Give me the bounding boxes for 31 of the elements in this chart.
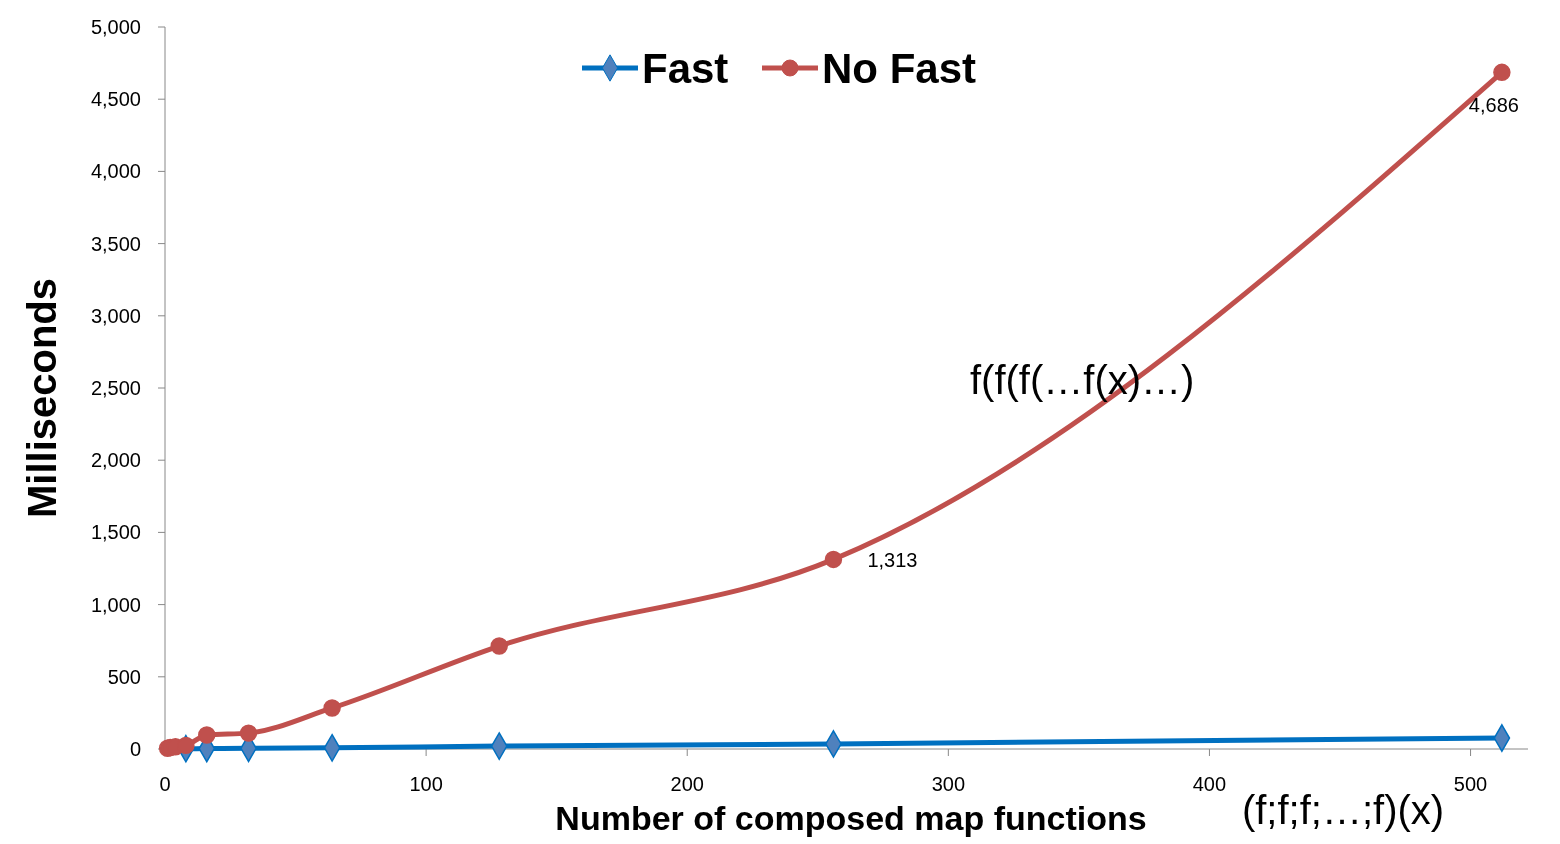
data-label: 4,686 [1468, 94, 1519, 117]
y-tick-label: 1,000 [90, 593, 141, 616]
x-tick-label: 500 [1453, 773, 1488, 795]
y-tick-label: 3,500 [90, 232, 141, 255]
legend-label: No Fast [822, 44, 977, 92]
y-tick-label: 500 [107, 665, 141, 688]
y-tick-label: 2,500 [90, 377, 141, 399]
point [323, 699, 341, 717]
x-tick-label: 100 [409, 773, 443, 795]
x-axis-title: Number of composed map functions [555, 799, 1147, 837]
point [239, 724, 258, 742]
point [198, 726, 216, 744]
y-tick-label: 0 [129, 738, 141, 760]
point [177, 736, 195, 755]
point [1493, 63, 1511, 82]
y-tick-label: 4,000 [90, 160, 141, 183]
y-tick-label: 5,000 [90, 16, 141, 38]
x-tick-label: 0 [159, 773, 171, 795]
point [824, 550, 843, 569]
legend-label: Fast [642, 44, 729, 92]
y-tick-label: 2,000 [90, 449, 141, 472]
y-tick-label: 4,500 [90, 88, 141, 111]
y-tick-label: 3,000 [90, 304, 141, 327]
x-tick-label: 300 [931, 773, 966, 795]
point [490, 637, 508, 655]
data-label: 1,313 [867, 549, 918, 572]
text: (f;f;f;…;f)(x) [1241, 788, 1445, 832]
x-tick-label: 200 [670, 773, 704, 795]
y-tick-label: 1,500 [90, 521, 141, 544]
y-axis-title: Milliseconds [20, 277, 64, 519]
x-tick-label: 400 [1192, 773, 1227, 795]
